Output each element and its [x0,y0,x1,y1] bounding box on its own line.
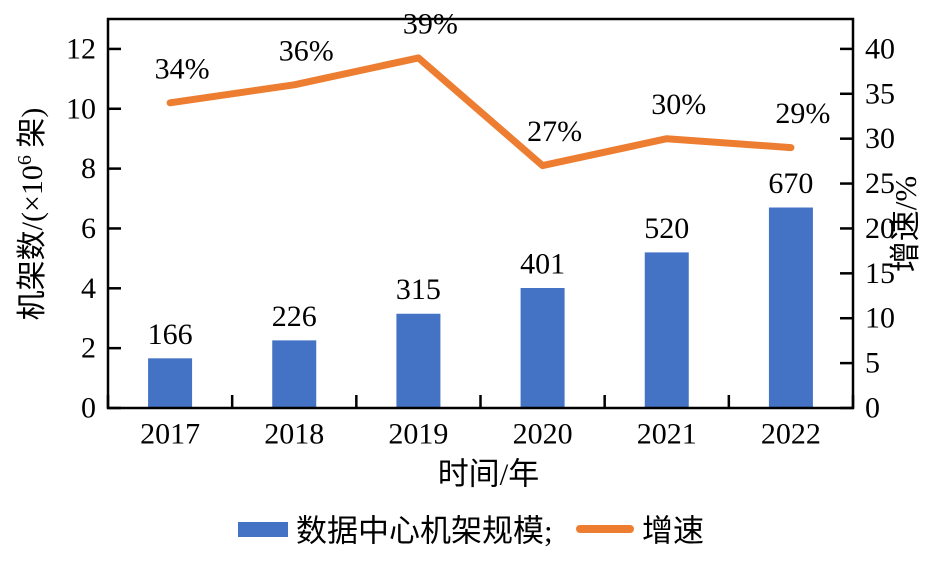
bar-value-label: 520 [644,212,689,245]
plot-frame [106,17,855,410]
left-axis-tick-label: 2 [81,332,96,365]
left-axis-tick-label: 12 [66,32,96,65]
right-axis-tick-label: 5 [865,347,880,380]
x-axis-title: 时间/年 [438,457,540,492]
left-axis-tick-label: 10 [66,92,96,125]
x-axis-category-label: 2017 [140,418,200,451]
growth-point-label: 29% [775,97,830,130]
x-axis-category-label: 2021 [637,418,697,451]
x-axis-category-label: 2020 [513,418,573,451]
growth-point-label: 34% [155,52,210,85]
growth-point-label: 30% [651,88,706,121]
left-axis-title: 机架数/(×106 架) [14,108,49,321]
growth-point-label: 39% [403,7,458,40]
right-axis-tick-label: 10 [865,302,895,335]
legend-line-label: 增速 [642,514,704,549]
bar-2019 [396,313,441,408]
bar-value-label: 670 [768,167,813,200]
bar-value-label: 315 [396,273,441,306]
x-axis-category-label: 2022 [761,418,821,451]
bar-value-label: 166 [148,318,193,351]
x-axis-category-label: 2018 [264,418,324,451]
bar-2018 [272,340,317,408]
right-axis-tick-label: 35 [865,77,895,110]
legend-bar-label: 数据中心机架规模; [296,514,553,549]
bar-2017 [148,358,193,408]
left-axis-tick-label: 4 [81,272,96,305]
legend-bar-swatch [238,522,288,537]
right-axis-tick-label: 20 [865,212,895,245]
right-axis-tick-label: 15 [865,257,895,290]
right-axis-tick-label: 30 [865,122,895,155]
left-axis-tick-label: 8 [81,152,96,185]
right-axis-tick-label: 0 [865,392,880,425]
left-axis-tick-label: 6 [81,212,96,245]
right-axis-tick-label: 40 [865,32,895,65]
bar-2022 [768,207,813,408]
left-axis-tick-label: 0 [81,392,96,425]
growth-line [166,54,795,170]
growth-point-label: 36% [279,34,334,67]
right-axis-tick-label: 25 [865,167,895,200]
bar-value-label: 401 [520,248,565,281]
x-axis-category-label: 2019 [388,418,448,451]
bar-2020 [520,288,565,408]
right-axis-title: 增速/% [888,176,923,272]
bar-value-label: 226 [272,300,317,333]
growth-point-label: 27% [527,115,582,148]
bar-2021 [644,252,689,408]
